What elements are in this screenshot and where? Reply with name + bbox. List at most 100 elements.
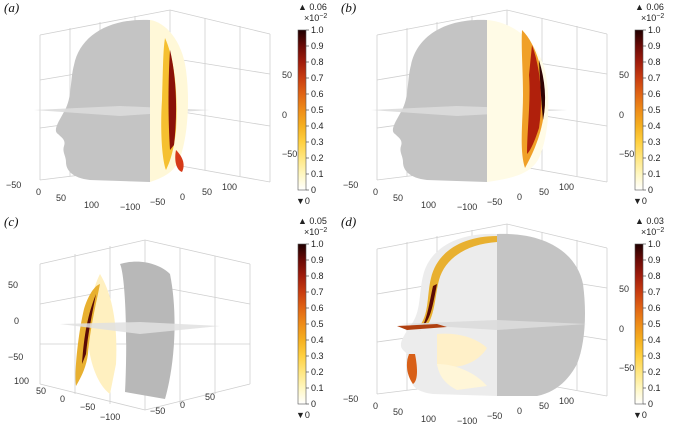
colorbar-tick-label: 0.2: [311, 367, 324, 377]
z-tick: 0: [14, 316, 19, 326]
x-tick: 0: [373, 187, 378, 197]
colorbar-max: ▲ 0.03: [635, 216, 664, 226]
colorbar-tick-label: 1.0: [648, 239, 661, 249]
colorbar-gradient: [634, 243, 644, 405]
y-tick: 0: [517, 406, 522, 416]
z-tick: −50: [8, 352, 23, 362]
colorbar-tick-label: 0.9: [311, 41, 324, 51]
colorbar-tick-label: 0: [648, 399, 653, 409]
head-render-c: 50 0 −50 100 50 0 −50 −100 −50 0 50: [8, 239, 251, 422]
colorbar-tick-label: 0.3: [648, 137, 661, 147]
colorbar-tick-label: 0.9: [648, 41, 661, 51]
colorbar-tick-label: 0.9: [311, 255, 324, 265]
colorbar-a: ▲ 0.06 ×10−2 1.0 0.9 0.8 0.7 0.6 0.5 0.4 0.3 0.2 0.…: [296, 0, 337, 214]
colorbar-tick-label: 0.7: [648, 73, 661, 83]
z-tick: 50: [8, 280, 18, 290]
x-tick: 100: [421, 200, 436, 210]
colorbar-tick-label: 0.3: [311, 351, 324, 361]
z-tick: 0: [619, 110, 624, 120]
colorbar-tick-label: 0.6: [648, 303, 661, 313]
colorbar-d: ▲ 0.03 ×10−2 1.0 0.9 0.8 0.7 0.6 0.5 0.4 0.3 0.2 0.…: [633, 214, 674, 428]
colorbar-tick-label: 0: [648, 185, 653, 195]
colorbar-tick-label: 0.6: [311, 303, 324, 313]
z-tick: 50: [619, 284, 629, 294]
panel-b: (b) 50 0 −50 −50 0 50 100 −100 −50 0 50 …: [337, 0, 674, 214]
panel-label: (b): [341, 0, 357, 15]
z-tick: 0: [282, 110, 287, 120]
colorbar-scale: ×10−2: [304, 13, 327, 23]
colorbar-tick-label: 0.3: [311, 137, 324, 147]
colorbar-tick-label: 0.9: [648, 255, 661, 265]
x-tick: 100: [14, 376, 29, 386]
y-tick: −100: [457, 202, 477, 212]
colorbar-tick-label: 0.6: [311, 89, 324, 99]
colorbar-tick-label: 0.4: [311, 335, 324, 345]
z-tick: −50: [619, 149, 634, 159]
colorbar-tick-label: 0.2: [648, 367, 661, 377]
z-tick: 50: [282, 70, 292, 80]
colorbar-b: ▲ 0.06 ×10−2 1.0 0.9 0.8 0.7 0.6 0.5 0.4 0.3 0.2 0.…: [633, 0, 674, 214]
colorbar-tick-label: 0.7: [311, 287, 324, 297]
colorbar-tick-label: 0.4: [648, 121, 661, 131]
x-tick: −50: [80, 402, 95, 412]
colorbar-tick-label: 0.2: [648, 153, 661, 163]
colorbar-tick-label: 0.7: [311, 73, 324, 83]
colorbar-tick-label: 0.1: [648, 169, 661, 179]
x-tick: 50: [393, 193, 403, 203]
colorbar-tick-label: 0.8: [648, 271, 661, 281]
x-tick: −50: [6, 180, 21, 190]
x-tick: 100: [421, 414, 436, 424]
colorbar-tick-label: 0.1: [311, 169, 324, 179]
panel-label: (c): [4, 214, 19, 229]
x-tick: 100: [84, 200, 99, 210]
colorbar-tick-label: 0.1: [311, 383, 324, 393]
colorbar-min: ▼0: [633, 196, 647, 206]
y-tick: 0: [517, 192, 522, 202]
x-tick: −50: [343, 394, 358, 404]
colorbar-max: ▲ 0.05: [298, 216, 327, 226]
colorbar-tick-label: 0.4: [648, 335, 661, 345]
y-tick: −100: [120, 202, 140, 212]
y-tick: −100: [100, 412, 120, 422]
colorbar-tick-label: 0: [311, 399, 316, 409]
panel-label: (d): [341, 214, 357, 229]
panel-d: (d) 50 0 −50 −50 0 50 100 −100 −50 0 50: [337, 214, 674, 428]
colorbar-tick-label: 0.5: [311, 105, 324, 115]
colorbar-tick-label: 0.8: [311, 271, 324, 281]
z-tick: −50: [282, 149, 297, 159]
colorbar-tick-label: 1.0: [311, 239, 324, 249]
y-tick: −50: [487, 197, 502, 207]
y-tick: −100: [457, 416, 477, 426]
x-tick: 0: [36, 187, 41, 197]
colorbar-tick-label: 0.8: [648, 57, 661, 67]
colorbar-tick-label: 0.5: [311, 319, 324, 329]
y-tick: 0: [180, 400, 185, 410]
y-tick: 0: [180, 192, 185, 202]
y-tick: 100: [559, 396, 574, 406]
x-tick: 50: [36, 386, 46, 396]
head-render-a: 50 0 −50 −50 0 50 100 −100 −50 0 50 100: [6, 9, 297, 212]
z-tick: −50: [619, 363, 634, 373]
colorbar-gradient: [297, 29, 307, 191]
colorbar-tick-label: 0.3: [648, 351, 661, 361]
colorbar-tick-label: 0: [311, 185, 316, 195]
panel-c: (c) 50 0 −50 100 50 0 −50 −100 −50 0 50 …: [0, 214, 337, 428]
panel-a: (a) 50 0 −50 −50 0 50 100 −100 −50 0 50: [0, 0, 337, 214]
colorbar-tick-label: 0.2: [311, 153, 324, 163]
y-tick: 50: [205, 392, 215, 402]
colorbar-tick-label: 0.1: [648, 383, 661, 393]
colorbar-min: ▼0: [296, 410, 310, 420]
y-tick: −50: [150, 197, 165, 207]
colorbar-tick-label: 1.0: [311, 25, 324, 35]
colorbar-tick-label: 0.5: [648, 319, 661, 329]
y-tick: −50: [150, 406, 165, 416]
x-tick: −50: [343, 180, 358, 190]
panel-label: (a): [4, 0, 20, 15]
y-tick: 100: [222, 182, 237, 192]
colorbar-max: ▲ 0.06: [635, 2, 664, 12]
colorbar-tick-label: 0.7: [648, 287, 661, 297]
y-tick: 100: [559, 182, 574, 192]
colorbar-min: ▼0: [633, 410, 647, 420]
head-render-d: 50 0 −50 −50 0 50 100 −100 −50 0 50 100: [343, 223, 634, 426]
colorbar-c: ▲ 0.05 ×10−2 1.0 0.9 0.8 0.7 0.6 0.5 0.4 0.3 0.2 0.…: [296, 214, 337, 428]
